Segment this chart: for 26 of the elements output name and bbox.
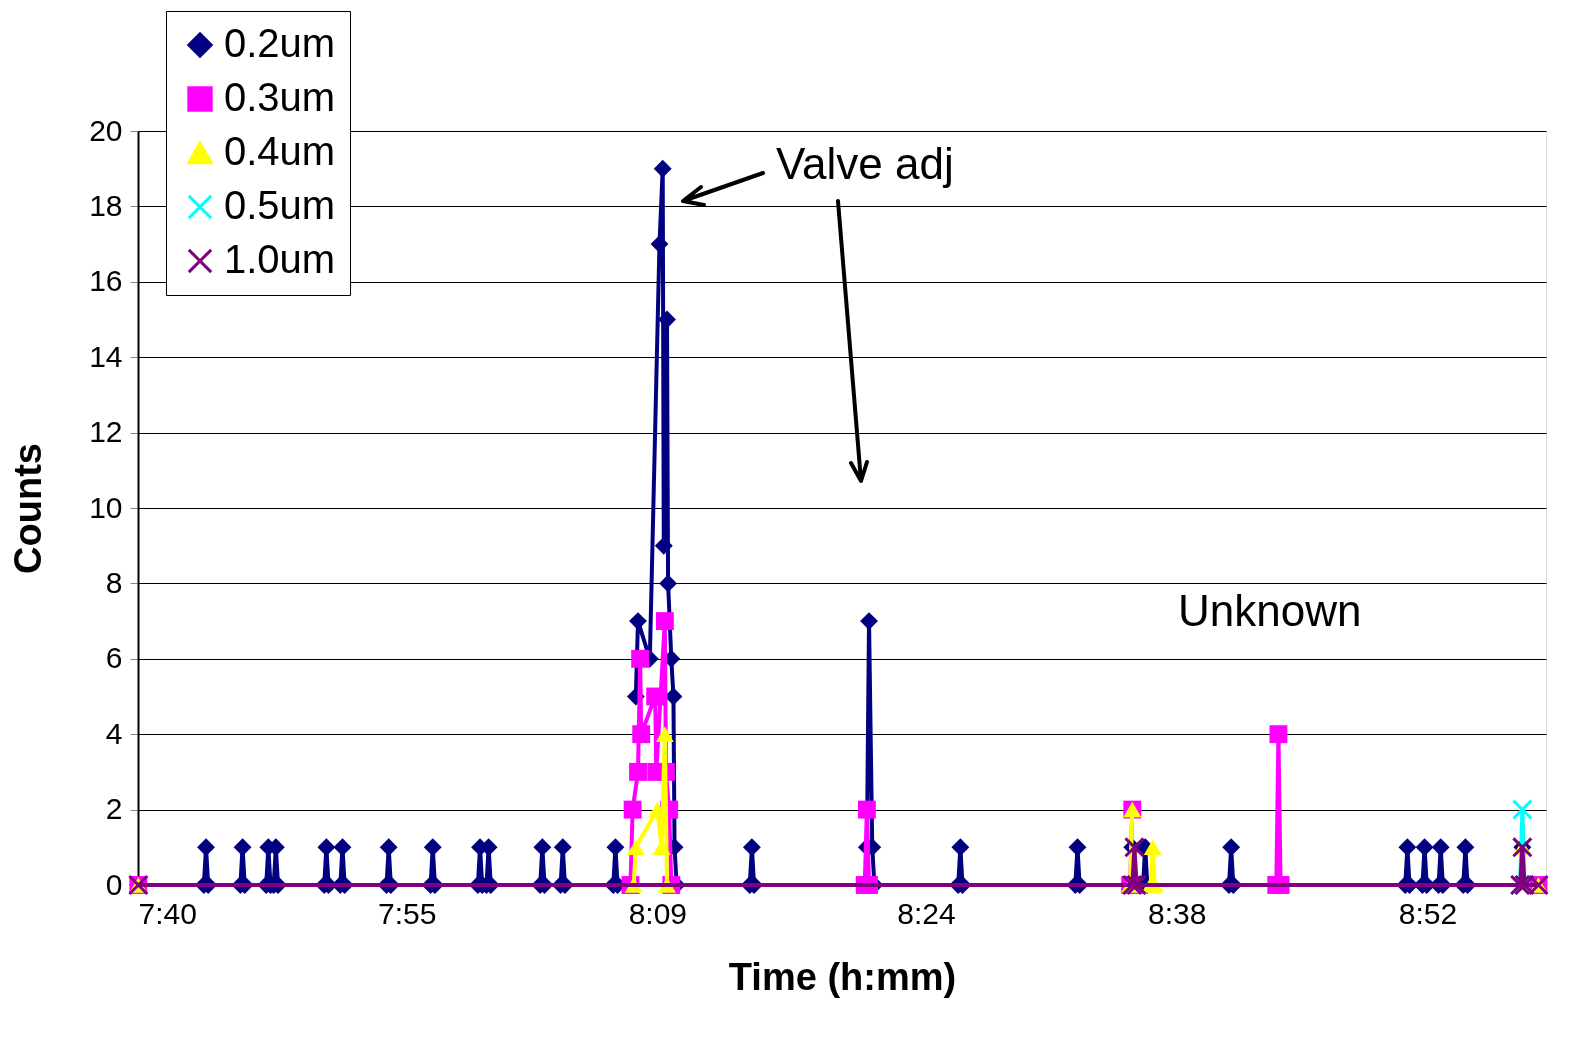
y-tick-label: 20 [89, 113, 123, 147]
y-tick-label: 8 [105, 565, 123, 599]
y-tick-label: 0 [105, 867, 123, 901]
x-axis-title: Time (h:mm) [728, 955, 957, 998]
y-tick-label: 12 [89, 415, 123, 449]
y-tick-label: 2 [105, 792, 123, 826]
legend-label: 0.4um [224, 129, 336, 173]
annotation: Valve adj [776, 139, 954, 188]
legend-label: 0.2um [224, 21, 336, 65]
y-tick-label: 6 [105, 641, 123, 675]
x-tick-label: 8:38 [1147, 896, 1207, 930]
y-tick-label: 4 [105, 716, 123, 750]
annotation: Unknown [1178, 586, 1362, 635]
x-tick-label: 7:55 [377, 896, 437, 930]
y-tick-label: 16 [89, 264, 123, 298]
x-tick-label: 8:09 [628, 896, 688, 930]
x-tick-label: 7:40 [138, 896, 197, 930]
legend-label: 0.5um [224, 183, 336, 227]
legend-label: 1.0um [224, 237, 336, 281]
x-tick-label: 8:24 [897, 896, 956, 930]
y-tick-label: 10 [89, 490, 123, 524]
y-axis-title: Counts [7, 443, 50, 574]
x-tick-label: 8:52 [1398, 896, 1458, 930]
y-tick-label: 14 [89, 339, 123, 373]
legend-label: 0.3um [224, 75, 336, 119]
y-tick-label: 18 [89, 188, 123, 222]
